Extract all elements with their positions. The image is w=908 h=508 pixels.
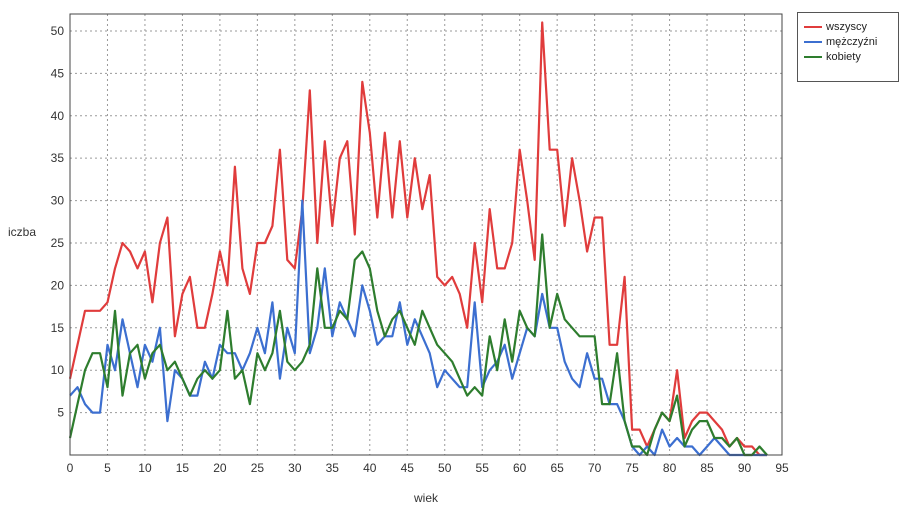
legend-item-mezczyzni: mężczyźni [804,34,894,49]
y-tick-label: 15 [51,321,65,335]
y-tick-label: 5 [57,406,64,420]
x-tick-label: 80 [663,461,677,475]
y-tick-label: 10 [51,363,65,377]
y-axis-label: iczba [8,225,36,239]
x-tick-label: 65 [550,461,564,475]
x-tick-label: 55 [476,461,490,475]
y-tick-label: 45 [51,66,65,80]
legend-swatch-mezczyzni [804,40,822,43]
x-tick-label: 95 [775,461,789,475]
legend-item-kobiety: kobiety [804,49,894,64]
x-axis-label: wiek [413,491,439,505]
x-tick-label: 0 [67,461,74,475]
y-tick-label: 35 [51,151,65,165]
legend: wszyscy mężczyźni kobiety [797,12,899,82]
x-tick-label: 25 [251,461,265,475]
legend-label: wszyscy [826,20,867,33]
x-tick-label: 45 [401,461,415,475]
y-tick-label: 20 [51,278,65,292]
x-tick-label: 70 [588,461,602,475]
grid [69,14,783,455]
y-tick-label: 50 [51,24,65,38]
legend-label: mężczyźni [826,35,878,48]
y-tick-label: 40 [51,109,65,123]
x-tick-label: 15 [176,461,190,475]
x-tick-label: 40 [363,461,377,475]
x-tick-label: 30 [288,461,302,475]
series-line-wszyscy [68,21,767,457]
legend-swatch-kobiety [804,55,822,58]
x-tick-label: 35 [326,461,340,475]
x-tick-label: 60 [513,461,527,475]
x-tick-label: 50 [438,461,452,475]
y-tick-label: 30 [51,194,65,208]
legend-item-wszyscy: wszyscy [804,19,894,34]
x-tick-label: 85 [700,461,714,475]
y-tick-label: 25 [51,236,65,250]
x-tick-label: 10 [138,461,152,475]
series-line-kobiety [68,233,768,457]
plot-frame [69,13,783,456]
legend-label: kobiety [826,50,861,63]
x-tick-label: 75 [625,461,639,475]
x-tick-label: 20 [213,461,227,475]
legend-swatch-wszyscy [804,25,822,28]
x-tick-label: 5 [104,461,111,475]
plot-area [70,14,782,455]
x-tick-label: 90 [738,461,752,475]
